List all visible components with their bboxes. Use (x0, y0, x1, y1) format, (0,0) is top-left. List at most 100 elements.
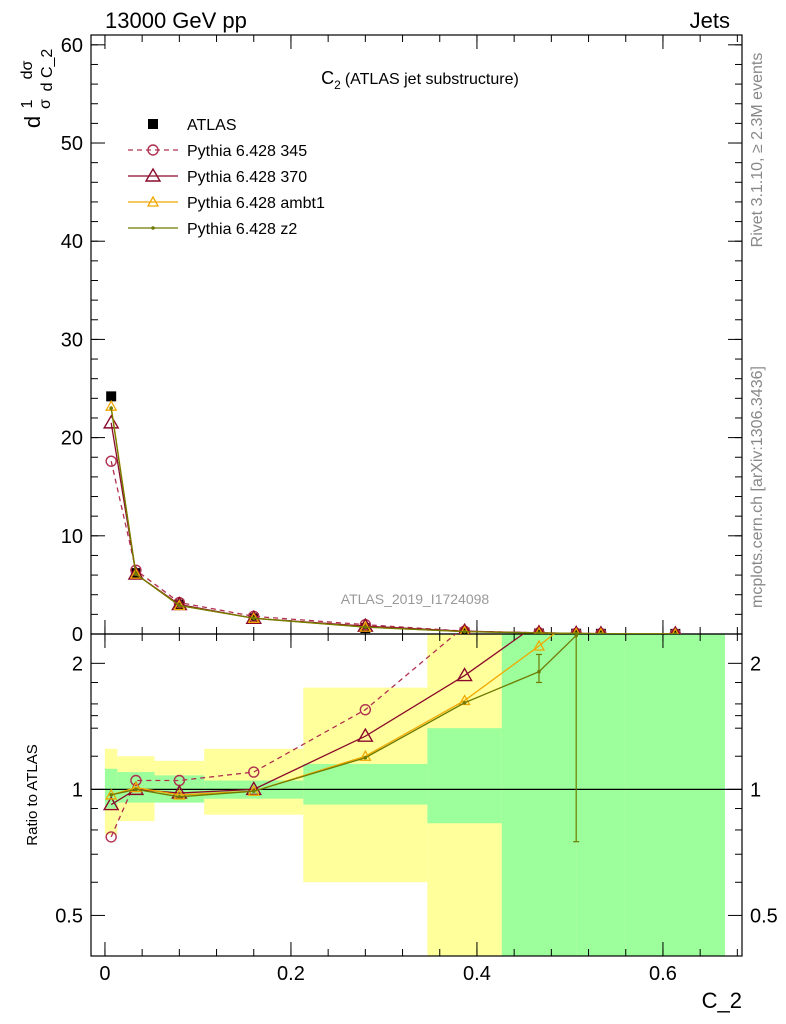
ylabel-one: 1 (19, 99, 36, 108)
legend-label: Pythia 6.428 370 (187, 169, 307, 186)
legend-marker (151, 226, 155, 230)
ratio-point-pythia-6-428-ambt1 (129, 781, 143, 793)
ratio-point-pythia-6-428-345 (105, 831, 117, 843)
series-point-pythia-6-428-z2 (673, 632, 678, 634)
ratio-tick-label-right: 2 (750, 653, 761, 675)
legend-marker (144, 167, 162, 182)
atlas-data-point (106, 391, 117, 402)
title-rest: (ATLAS jet substructure) (345, 71, 519, 88)
series-point-pythia-6-428-z2 (109, 406, 113, 410)
analysis-watermark: ATLAS_2019_I1724098 (341, 591, 490, 607)
ratio-panel-axes: 0 0.2 0.4 0.6 0.5 0.5 1 1 2 2 (55, 35, 778, 985)
ratio-line-pythia-6-428-z2 (111, 634, 579, 798)
series-point-pythia-6-428-370 (670, 625, 681, 634)
ratio-point-pythia-6-428-370 (245, 780, 262, 796)
y-tick-label: 40 (61, 231, 83, 253)
y-tick-label: 20 (61, 428, 83, 450)
ratio-frame (90, 633, 743, 957)
header-right: Jets (690, 8, 730, 33)
ratio-line-pythia-6-428-345 (110, 634, 457, 838)
ratio-point-pythia-6-428-345 (248, 766, 260, 778)
ylabel-sigma: σ (37, 99, 54, 109)
ratio-tick-label: 1 (72, 779, 83, 801)
ratio-point-pythia-6-428-z2 (251, 789, 256, 794)
x-tick-label: 0 (99, 963, 110, 985)
mcplots-label: mcplots.cern.ch [arXiv:1306.3436] (749, 366, 766, 608)
series-point-pythia-6-428-z2 (574, 631, 578, 634)
ratio-point-pythia-6-428-370 (456, 667, 473, 682)
legend-marker (146, 195, 160, 207)
series-point-pythia-6-428-370 (127, 565, 145, 580)
x-axis-label: C_2 (702, 988, 742, 1013)
legend-marker (148, 119, 158, 129)
main-panel-axes: 0 10 20 30 40 50 60 (61, 34, 743, 646)
x-tick-label: 0.2 (277, 963, 305, 985)
ylabel-dc2: d C_2 (39, 49, 56, 92)
series-point-pythia-6-428-z2 (363, 625, 368, 629)
series-point-pythia-6-428-z2 (537, 631, 541, 634)
series-point-pythia-6-428-z2 (462, 629, 467, 634)
series-point-pythia-6-428-z2 (251, 616, 256, 621)
atlas-data-point (595, 628, 606, 634)
inner-band-bin (576, 634, 626, 956)
atlas-data-point (670, 628, 681, 634)
ratio-point-pythia-6-428-z2 (462, 700, 467, 705)
ratio-tick-label-right: 1 (750, 779, 761, 801)
series-point-pythia-6-428-z2 (177, 603, 182, 608)
atlas-data-point (571, 628, 582, 634)
series-point-pythia-6-428-370 (458, 622, 472, 634)
legend-marker (147, 144, 159, 156)
inner-band-bin (625, 634, 725, 956)
series-point-pythia-6-428-z2 (599, 631, 603, 634)
legend-label: Pythia 6.428 ambt1 (187, 195, 325, 212)
ratio-point-pythia-6-428-z2 (363, 755, 368, 760)
y-tick-label: 60 (61, 35, 83, 57)
ylabel-d1: d (20, 116, 45, 128)
ratio-point-pythia-6-428-ambt1 (532, 639, 546, 651)
legend-label: Pythia 6.428 345 (187, 143, 307, 160)
series-point-pythia-6-428-ambt1 (173, 599, 186, 611)
series-point-pythia-6-428-370 (533, 624, 545, 634)
ratio-tick-label-right: 0.5 (750, 905, 778, 927)
ratio-point-pythia-6-428-370 (357, 727, 374, 742)
inner-band-bin (501, 634, 577, 956)
main-clipped (102, 391, 682, 634)
ratio-point-pythia-6-428-z2 (109, 793, 113, 797)
ylabel-dsig: dσ (19, 60, 36, 79)
ratio-ylabel: Ratio to ATLAS (24, 744, 41, 845)
ratio-panel-series (102, 634, 580, 843)
series-line-pythia-6-428-z2 (110, 408, 676, 634)
inner-band-bin (427, 728, 502, 824)
series-point-pythia-6-428-345 (105, 455, 117, 467)
series-point-pythia-6-428-370 (595, 625, 606, 634)
series-point-pythia-6-428-370 (570, 625, 582, 634)
legend-label: ATLAS (187, 117, 237, 134)
ratio-line-pythia-6-428-ambt1 (110, 634, 555, 796)
rivet-label: Rivet 3.1.10, ≥ 2.3M events (749, 53, 766, 248)
ratio-tick-label: 2 (72, 653, 83, 675)
main-ylabel: d 1 σ dσ d C_2 (19, 49, 56, 129)
ratio-point-pythia-6-428-z2 (177, 794, 182, 799)
title-main: C (321, 68, 334, 88)
ratio-point-pythia-6-428-ambt1 (173, 788, 186, 800)
y-tick-label: 0 (72, 624, 83, 646)
header-left: 13000 GeV pp (105, 8, 247, 33)
legend: ATLAS Pythia 6.428 345 Pythia 6.428 370 Pyt… (128, 117, 325, 238)
y-tick-label: 30 (61, 329, 83, 351)
ratio-point-pythia-6-428-345 (359, 703, 372, 716)
chart-title: C2 (ATLAS jet substructure) (321, 68, 519, 92)
y-tick-label: 10 (61, 526, 83, 548)
ratio-point-pythia-6-428-z2 (134, 787, 138, 792)
ratio-point-pythia-6-428-370 (102, 796, 120, 811)
main-panel-series (102, 391, 682, 634)
y-tick-label: 50 (61, 133, 83, 155)
series-point-pythia-6-428-z2 (134, 572, 138, 576)
series-point-pythia-6-428-ambt1 (129, 567, 143, 579)
ratio-tick-label: 0.5 (55, 905, 83, 927)
series-point-pythia-6-428-370 (102, 414, 120, 429)
x-tick-label: 0.6 (649, 963, 677, 985)
title-sub: 2 (334, 78, 341, 92)
uncertainty-bands (104, 634, 725, 956)
legend-label: Pythia 6.428 z2 (187, 221, 297, 238)
